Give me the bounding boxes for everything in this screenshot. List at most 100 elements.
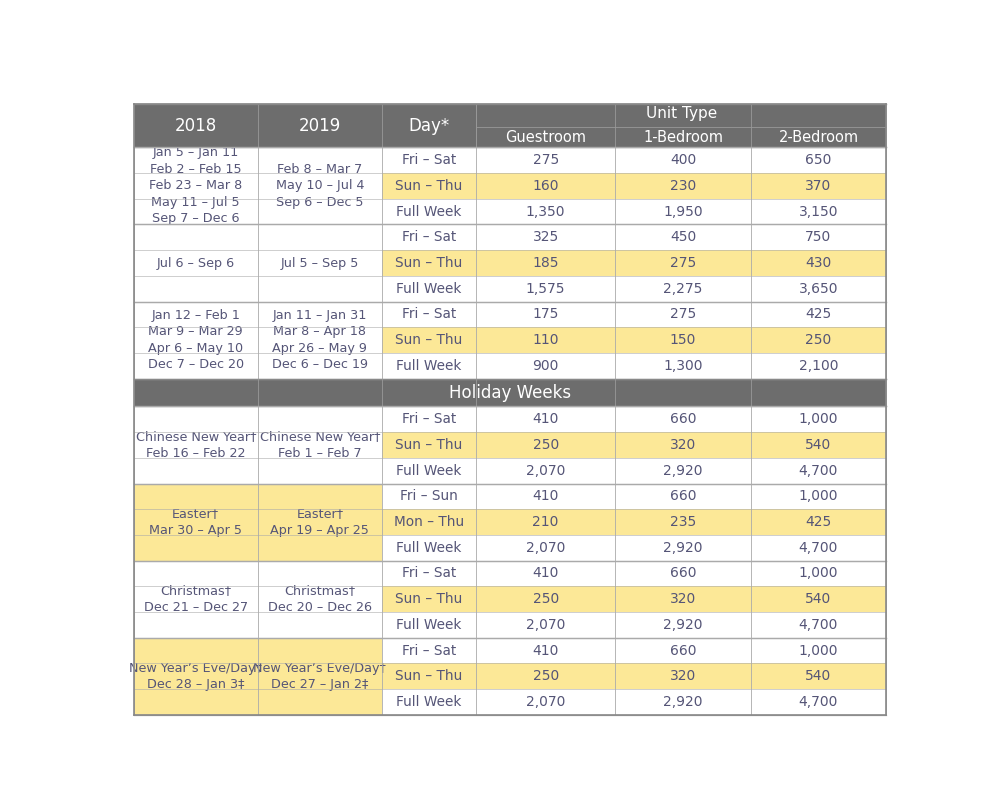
Text: Chinese New Year†
Feb 1 – Feb 7: Chinese New Year† Feb 1 – Feb 7 <box>259 430 380 460</box>
Text: 250: 250 <box>532 669 559 684</box>
Bar <box>475 663 614 689</box>
Bar <box>382 328 475 353</box>
Bar <box>475 105 614 148</box>
Bar <box>382 432 475 458</box>
Text: Jan 12 – Feb 1
Mar 9 – Mar 29
Apr 6 – May 10
Dec 7 – Dec 20: Jan 12 – Feb 1 Mar 9 – Mar 29 Apr 6 – Ma… <box>147 309 244 371</box>
Text: 275: 275 <box>532 153 559 167</box>
Bar <box>133 379 886 406</box>
Bar <box>475 353 614 379</box>
Text: Fri – Sat: Fri – Sat <box>402 307 455 321</box>
Bar <box>614 250 750 276</box>
Text: 210: 210 <box>532 515 559 529</box>
Bar <box>614 173 750 199</box>
Text: New Year’s Eve/Day†
Dec 28 – Jan 3‡: New Year’s Eve/Day† Dec 28 – Jan 3‡ <box>129 662 262 691</box>
Bar <box>257 148 382 225</box>
Text: 540: 540 <box>804 592 831 606</box>
Bar <box>614 432 750 458</box>
Text: Jul 5 – Sep 5: Jul 5 – Sep 5 <box>280 256 359 269</box>
Bar <box>382 250 475 276</box>
Bar <box>382 276 475 302</box>
Text: 275: 275 <box>669 307 696 321</box>
Text: 2019: 2019 <box>298 117 341 135</box>
Text: 110: 110 <box>532 333 559 347</box>
Bar <box>750 276 886 302</box>
Bar <box>750 689 886 714</box>
Bar <box>382 225 475 250</box>
Text: 2,100: 2,100 <box>798 358 837 373</box>
Bar <box>475 637 614 663</box>
Bar <box>750 509 886 535</box>
Bar <box>614 458 750 483</box>
Text: 250: 250 <box>532 592 559 606</box>
Bar <box>133 637 257 714</box>
Bar <box>475 432 614 458</box>
Bar <box>614 148 750 173</box>
Text: 1,000: 1,000 <box>798 489 837 504</box>
Bar <box>133 302 257 379</box>
Text: 540: 540 <box>804 438 831 452</box>
Bar <box>614 689 750 714</box>
Text: Day*: Day* <box>408 117 449 135</box>
Text: Fri – Sat: Fri – Sat <box>402 412 455 427</box>
Text: 1,000: 1,000 <box>798 644 837 658</box>
Text: 325: 325 <box>532 230 559 244</box>
Text: 2,275: 2,275 <box>663 281 702 296</box>
Bar <box>614 225 750 250</box>
Text: 1,950: 1,950 <box>663 204 702 219</box>
Bar <box>750 663 886 689</box>
Text: Sun – Thu: Sun – Thu <box>395 256 462 270</box>
Bar <box>475 225 614 250</box>
Text: 3,150: 3,150 <box>798 204 837 219</box>
Bar <box>382 663 475 689</box>
Bar <box>750 483 886 509</box>
Text: 230: 230 <box>669 179 696 193</box>
Text: Fri – Sat: Fri – Sat <box>402 153 455 167</box>
Text: 370: 370 <box>804 179 831 193</box>
Bar <box>257 560 382 637</box>
Bar <box>475 302 614 328</box>
Bar <box>133 406 257 483</box>
Text: Sun – Thu: Sun – Thu <box>395 438 462 452</box>
Text: 410: 410 <box>532 412 559 427</box>
Text: 4,700: 4,700 <box>798 464 837 478</box>
Bar <box>475 586 614 612</box>
Text: 1,350: 1,350 <box>526 204 565 219</box>
Bar <box>475 276 614 302</box>
Text: 410: 410 <box>532 489 559 504</box>
Bar <box>614 276 750 302</box>
Text: 2,070: 2,070 <box>526 464 565 478</box>
Text: 275: 275 <box>669 256 696 270</box>
Bar <box>614 509 750 535</box>
Text: Chinese New Year†
Feb 16 – Feb 22: Chinese New Year† Feb 16 – Feb 22 <box>135 430 255 460</box>
Bar <box>133 148 257 225</box>
Text: 660: 660 <box>669 489 696 504</box>
Text: Jan 11 – Jan 31
Mar 8 – Apr 18
Apr 26 – May 9
Dec 6 – Dec 19: Jan 11 – Jan 31 Mar 8 – Apr 18 Apr 26 – … <box>271 309 368 371</box>
Bar <box>614 612 750 637</box>
Bar <box>475 406 614 432</box>
Text: Fri – Sat: Fri – Sat <box>402 230 455 244</box>
Bar <box>475 689 614 714</box>
Bar <box>750 328 886 353</box>
Bar <box>750 302 886 328</box>
Bar <box>750 225 886 250</box>
Bar <box>382 199 475 225</box>
Bar <box>382 148 475 173</box>
Text: 425: 425 <box>804 515 831 529</box>
Text: Unit Type: Unit Type <box>645 105 716 121</box>
Bar <box>257 637 382 714</box>
Bar <box>475 483 614 509</box>
Text: 4,700: 4,700 <box>798 541 837 555</box>
Text: Christmas†
Dec 21 – Dec 27: Christmas† Dec 21 – Dec 27 <box>143 585 248 614</box>
Text: 250: 250 <box>804 333 831 347</box>
Bar <box>257 406 382 483</box>
Bar <box>614 302 750 328</box>
Bar <box>475 250 614 276</box>
Text: Christmas†
Dec 20 – Dec 26: Christmas† Dec 20 – Dec 26 <box>267 585 372 614</box>
Text: 2,920: 2,920 <box>663 541 702 555</box>
Bar <box>133 225 257 302</box>
Text: 1,300: 1,300 <box>663 358 702 373</box>
Bar <box>614 199 750 225</box>
Text: 2,070: 2,070 <box>526 541 565 555</box>
Text: Full Week: Full Week <box>396 281 461 296</box>
Text: Mon – Thu: Mon – Thu <box>394 515 463 529</box>
